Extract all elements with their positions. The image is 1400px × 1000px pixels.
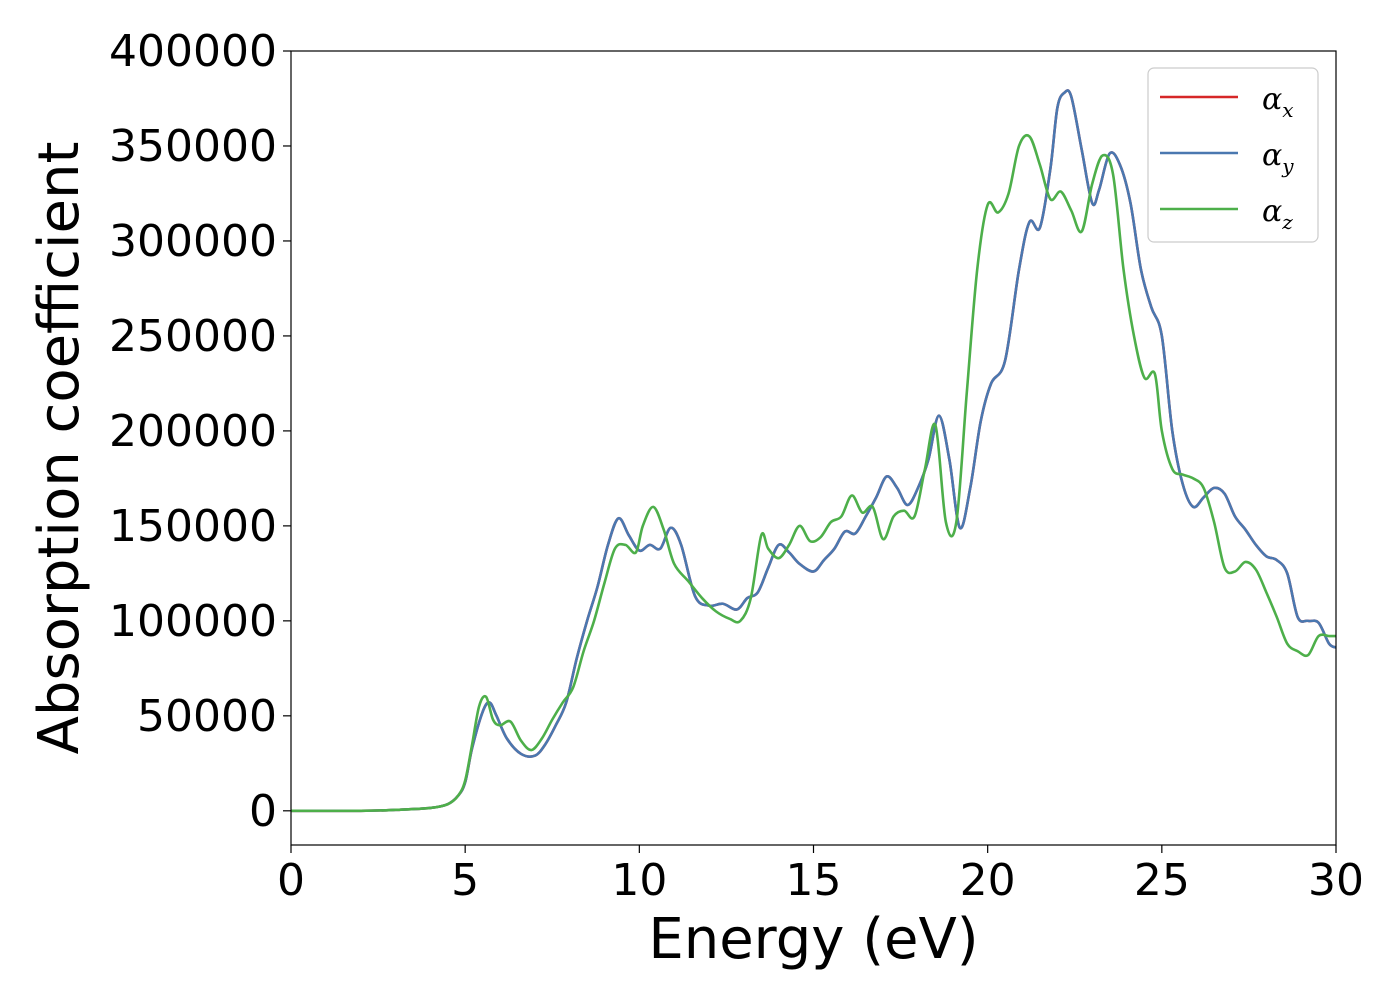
x-axis: 0 5 10 15 20 25 30 — [277, 845, 1364, 906]
legend-symbol: α — [1262, 82, 1282, 117]
x-axis-title: Energy (eV) — [648, 907, 978, 972]
legend-subscript: y — [1281, 154, 1294, 178]
legend-box — [1147, 67, 1319, 243]
x-tick-label: 5 — [451, 855, 479, 906]
y-tick-label: 250000 — [109, 311, 277, 362]
legend-subscript: x — [1282, 98, 1293, 122]
legend-symbol: α — [1262, 138, 1282, 173]
y-tick-label: 50000 — [137, 691, 277, 742]
x-tick-label: 0 — [277, 855, 305, 906]
legend-label-alpha-x: αx — [1262, 82, 1294, 122]
legend-subscript: z — [1281, 210, 1293, 234]
y-tick-label: 150000 — [109, 501, 277, 552]
y-tick-label: 100000 — [109, 596, 277, 647]
series-layer — [291, 89, 1336, 813]
y-tick-label: 300000 — [109, 216, 277, 267]
legend-label-alpha-z: αz — [1262, 194, 1293, 234]
x-tick-label: 30 — [1308, 855, 1364, 906]
x-tick-label: 10 — [611, 855, 667, 906]
y-axis: 0 50000 100000 150000 200000 250000 300000 3500… — [109, 26, 291, 837]
y-tick-label: 0 — [249, 786, 277, 837]
y-tick-label: 400000 — [109, 26, 277, 77]
series-line-alpha-z — [291, 134, 1336, 813]
x-tick-label: 20 — [960, 855, 1016, 906]
series-line-alpha-y — [291, 89, 1336, 813]
y-tick-label: 200000 — [109, 406, 277, 457]
y-axis-title: Absorption coefficient — [27, 142, 92, 755]
x-tick-label: 25 — [1134, 855, 1190, 906]
x-tick-label: 15 — [786, 855, 842, 906]
legend-symbol: α — [1262, 194, 1282, 229]
y-tick-label: 350000 — [109, 121, 277, 172]
legend-label-alpha-y: αy — [1262, 138, 1294, 178]
